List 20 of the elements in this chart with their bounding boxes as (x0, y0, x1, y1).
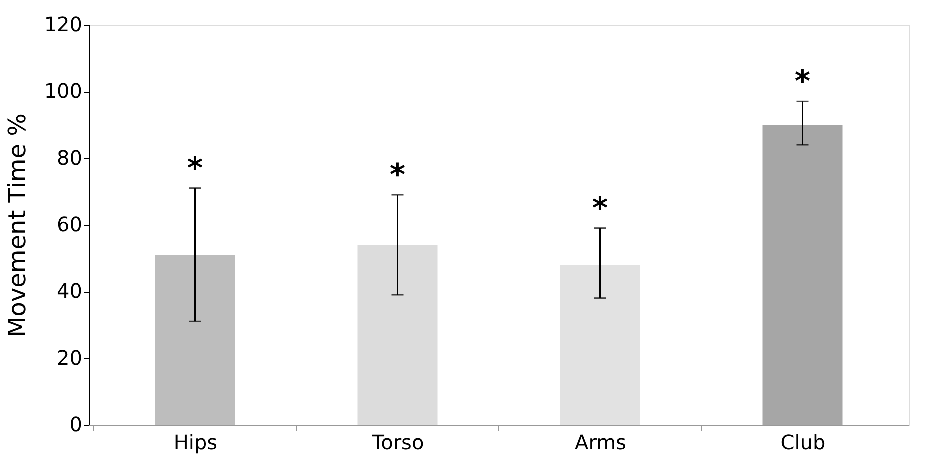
y-axis-title: Movement Time % (3, 114, 32, 338)
y-tick-label: 20 (57, 346, 82, 370)
x-tick-label: Club (780, 430, 826, 454)
annotation: * (592, 191, 608, 226)
x-tick-label: Torso (371, 430, 424, 454)
bar (155, 255, 236, 425)
x-tick-label: Arms (575, 430, 626, 454)
y-tick-label: 80 (57, 146, 82, 170)
bar (358, 245, 438, 425)
y-tick-label: 0 (70, 412, 82, 436)
y-tick-label: 40 (57, 279, 82, 304)
annotation: * (187, 151, 204, 186)
x-tick-label: Hips (174, 430, 218, 454)
annotation: * (794, 64, 811, 100)
y-tick-label: 120 (44, 12, 82, 36)
y-tick-label: 100 (44, 79, 82, 104)
annotation: * (390, 158, 406, 193)
bar (560, 265, 640, 425)
bar (762, 125, 843, 425)
y-tick-label: 60 (57, 212, 82, 236)
